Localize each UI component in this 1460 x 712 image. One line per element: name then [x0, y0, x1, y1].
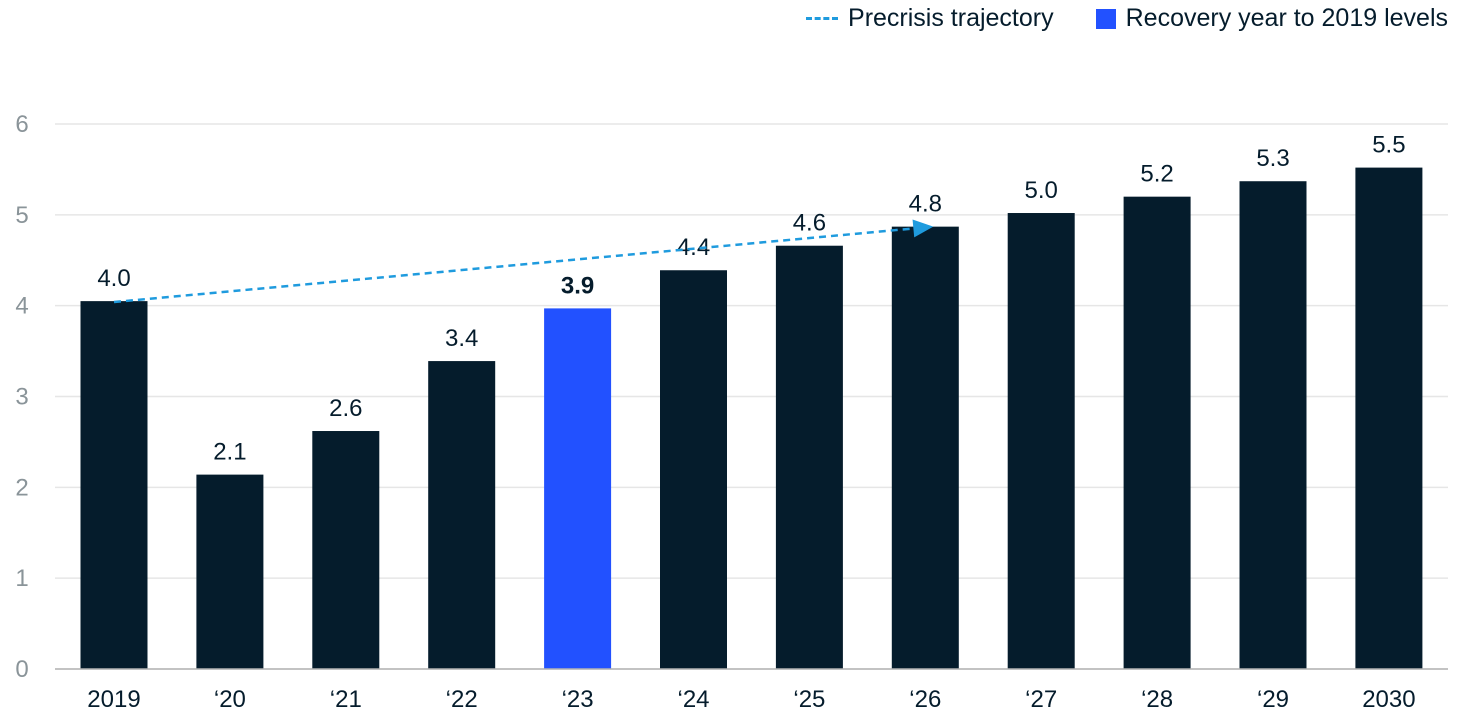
x-tick-label: ‘25 [793, 686, 825, 712]
bar [1007, 213, 1075, 669]
bar [544, 308, 612, 669]
y-tick-label: 3 [15, 384, 28, 411]
x-tick-label: ‘26 [909, 686, 941, 712]
bar [1123, 196, 1191, 669]
bar [775, 245, 843, 669]
bar [80, 301, 148, 669]
data-label: 3.9 [561, 272, 594, 299]
legend: Precrisis trajectory Recovery year to 20… [764, 4, 1448, 33]
x-tick-label: ‘27 [1025, 686, 1057, 712]
trajectory-line [113, 227, 914, 304]
x-tick-label: ‘21 [330, 686, 362, 712]
bar [1355, 167, 1423, 669]
x-tick-label: ‘23 [562, 686, 594, 712]
x-tick-label: ‘22 [446, 686, 478, 712]
x-tick-label: 2019 [87, 686, 140, 712]
x-tick-label: ‘28 [1141, 686, 1173, 712]
data-label: 2.1 [213, 439, 246, 466]
data-label: 5.3 [1256, 145, 1289, 172]
trajectory-arrowhead [912, 219, 934, 238]
y-tick-label: 4 [15, 293, 28, 320]
data-label: 5.2 [1140, 161, 1173, 188]
bar [1239, 181, 1307, 669]
data-label: 3.4 [445, 325, 478, 352]
data-label: 5.0 [1025, 177, 1058, 204]
bar [196, 474, 264, 669]
data-label: 4.8 [909, 191, 942, 218]
data-label: 4.6 [793, 210, 826, 237]
x-tick-label: ‘29 [1257, 686, 1289, 712]
data-label: 4.0 [97, 265, 130, 292]
bar [660, 270, 727, 669]
bar [891, 226, 959, 669]
x-tick-label: ‘24 [677, 686, 709, 712]
legend-label-trajectory: Precrisis trajectory [848, 4, 1054, 32]
x-tick-label: ‘20 [214, 686, 246, 712]
y-tick-label: 5 [15, 202, 28, 229]
bar [312, 431, 380, 669]
x-tick-label: 2030 [1362, 686, 1415, 712]
square-swatch-icon [1095, 8, 1116, 29]
y-tick-label: 6 [15, 111, 28, 138]
y-tick-label: 2 [15, 474, 28, 501]
legend-label-recovery: Recovery year to 2019 levels [1125, 4, 1448, 32]
y-tick-label: 1 [15, 565, 28, 592]
dashed-line-icon [806, 17, 839, 20]
data-label: 5.5 [1372, 132, 1405, 159]
legend-item-recovery: Recovery year to 2019 levels [1095, 4, 1448, 33]
legend-item-trajectory: Precrisis trajectory [806, 4, 1054, 33]
data-label: 2.6 [329, 395, 362, 422]
y-tick-label: 0 [15, 656, 28, 683]
bar [428, 361, 496, 669]
